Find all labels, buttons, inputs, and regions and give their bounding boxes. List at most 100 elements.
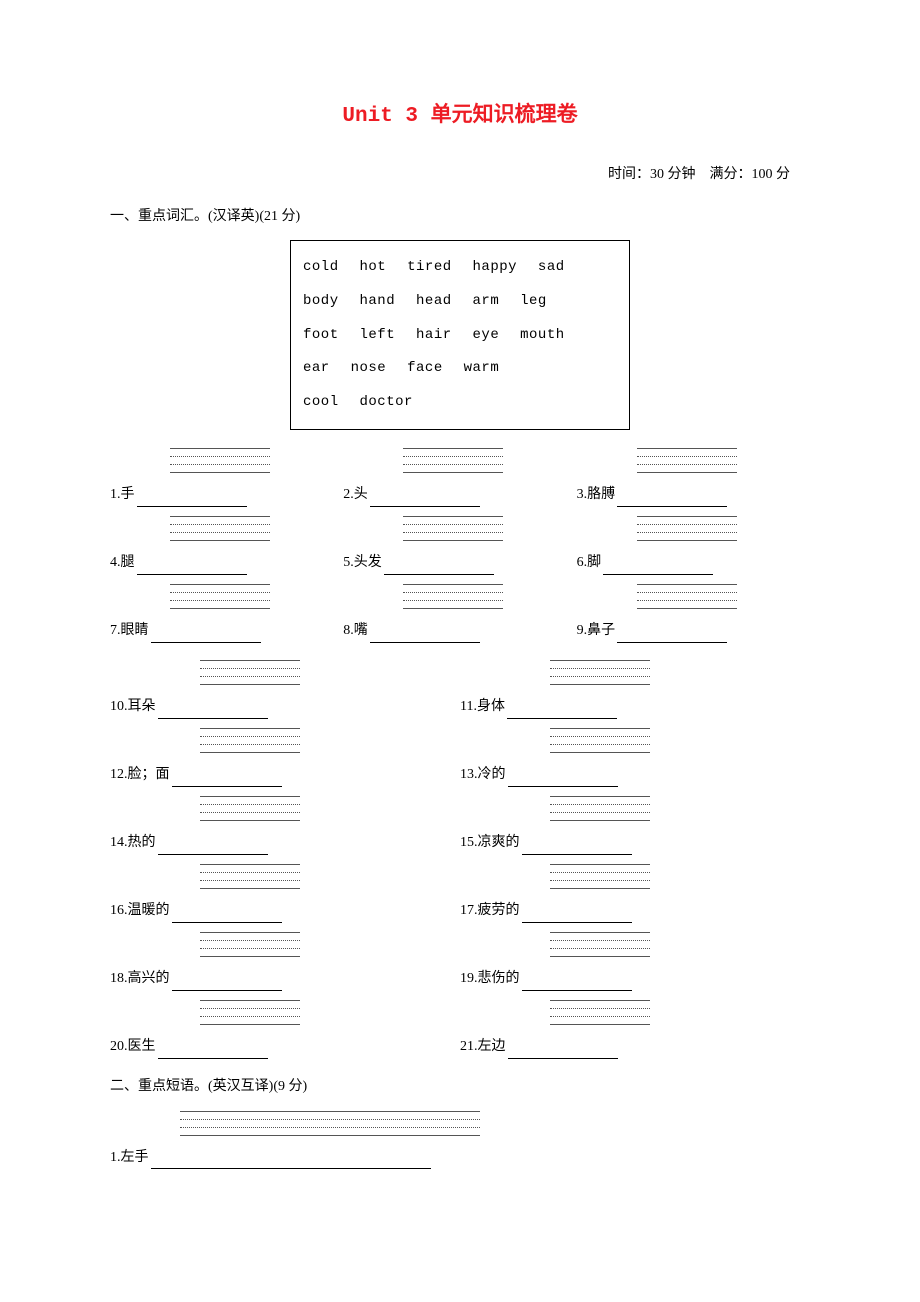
item-label: 医生 bbox=[128, 1036, 156, 1058]
item-label: 左手 bbox=[121, 1147, 149, 1169]
item-number: 11. bbox=[460, 696, 477, 718]
handwriting-guide-lines bbox=[170, 584, 270, 614]
word-bank-line: cold hot tired happy sad bbox=[303, 251, 617, 285]
vocab-item: 20. 医生 bbox=[110, 1000, 460, 1068]
vocab-item: 5. 头发 bbox=[343, 516, 576, 584]
handwriting-guide-lines bbox=[550, 660, 650, 690]
vocab-items-3col: 1. 手2. 头3. 胳膊4. 腿5. 头发6. 脚7. 眼睛8. 嘴9. 鼻子 bbox=[110, 448, 810, 652]
vocab-item: 13. 冷的 bbox=[460, 728, 810, 796]
answer-blank[interactable] bbox=[158, 841, 268, 855]
vocab-item: 17. 疲劳的 bbox=[460, 864, 810, 932]
answer-blank[interactable] bbox=[151, 1155, 431, 1169]
answer-blank[interactable] bbox=[137, 561, 247, 575]
answer-blank[interactable] bbox=[617, 629, 727, 643]
vocab-item: 2. 头 bbox=[343, 448, 576, 516]
item-number: 21. bbox=[460, 1036, 478, 1058]
item-label: 胳膊 bbox=[587, 484, 615, 506]
answer-blank[interactable] bbox=[370, 493, 480, 507]
item-number: 7. bbox=[110, 620, 121, 642]
handwriting-guide-lines bbox=[180, 1111, 480, 1141]
vocab-item: 4. 腿 bbox=[110, 516, 343, 584]
item-label: 鼻子 bbox=[587, 620, 615, 642]
handwriting-guide-lines bbox=[200, 796, 300, 826]
answer-blank[interactable] bbox=[172, 909, 282, 923]
item-number: 4. bbox=[110, 552, 121, 574]
item-number: 20. bbox=[110, 1036, 128, 1058]
item-number: 5. bbox=[343, 552, 354, 574]
item-number: 6. bbox=[577, 552, 588, 574]
vocab-item: 1. 手 bbox=[110, 448, 343, 516]
item-number: 12. bbox=[110, 764, 128, 786]
vocab-item: 3. 胳膊 bbox=[577, 448, 810, 516]
answer-blank[interactable] bbox=[508, 773, 618, 787]
item-label: 高兴的 bbox=[128, 968, 170, 990]
item-label: 头发 bbox=[354, 552, 382, 574]
item-label: 凉爽的 bbox=[478, 832, 520, 854]
word-bank-line: foot left hair eye mouth bbox=[303, 319, 617, 353]
handwriting-guide-lines bbox=[637, 448, 737, 478]
item-number: 1. bbox=[110, 484, 121, 506]
worksheet-title: Unit 3 单元知识梳理卷 bbox=[110, 100, 810, 134]
item-label: 嘴 bbox=[354, 620, 368, 642]
answer-blank[interactable] bbox=[384, 561, 494, 575]
answer-blank[interactable] bbox=[507, 705, 617, 719]
answer-blank[interactable] bbox=[151, 629, 261, 643]
item-label: 手 bbox=[121, 484, 135, 506]
item-label: 温暖的 bbox=[128, 900, 170, 922]
item-label: 脸；面 bbox=[128, 764, 170, 786]
handwriting-guide-lines bbox=[403, 448, 503, 478]
handwriting-guide-lines bbox=[550, 864, 650, 894]
item-label: 耳朵 bbox=[128, 696, 156, 718]
vocab-item: 7. 眼睛 bbox=[110, 584, 343, 652]
phrase-item: 1. 左手 bbox=[110, 1111, 810, 1179]
item-number: 17. bbox=[460, 900, 478, 922]
item-label: 热的 bbox=[128, 832, 156, 854]
handwriting-guide-lines bbox=[200, 1000, 300, 1030]
handwriting-guide-lines bbox=[170, 516, 270, 546]
handwriting-guide-lines bbox=[200, 728, 300, 758]
handwriting-guide-lines bbox=[637, 516, 737, 546]
vocab-item: 9. 鼻子 bbox=[577, 584, 810, 652]
phrase-items: 1. 左手 bbox=[110, 1111, 810, 1179]
worksheet-meta: 时间：30 分钟 满分：100 分 bbox=[110, 164, 810, 186]
vocab-item: 8. 嘴 bbox=[343, 584, 576, 652]
vocab-item: 16. 温暖的 bbox=[110, 864, 460, 932]
item-number: 16. bbox=[110, 900, 128, 922]
answer-blank[interactable] bbox=[137, 493, 247, 507]
item-label: 疲劳的 bbox=[478, 900, 520, 922]
item-label: 身体 bbox=[477, 696, 505, 718]
answer-blank[interactable] bbox=[508, 1045, 618, 1059]
word-bank-box: cold hot tired happy sad body hand head … bbox=[290, 240, 630, 430]
section-2-heading: 二、重点短语。(英汉互译)(9 分) bbox=[110, 1076, 810, 1098]
answer-blank[interactable] bbox=[370, 629, 480, 643]
item-number: 1. bbox=[110, 1147, 121, 1169]
item-number: 14. bbox=[110, 832, 128, 854]
handwriting-guide-lines bbox=[550, 932, 650, 962]
item-number: 8. bbox=[343, 620, 354, 642]
item-label: 冷的 bbox=[478, 764, 506, 786]
handwriting-guide-lines bbox=[170, 448, 270, 478]
answer-blank[interactable] bbox=[522, 977, 632, 991]
answer-blank[interactable] bbox=[172, 977, 282, 991]
answer-blank[interactable] bbox=[158, 1045, 268, 1059]
item-number: 13. bbox=[460, 764, 478, 786]
answer-blank[interactable] bbox=[603, 561, 713, 575]
item-label: 悲伤的 bbox=[478, 968, 520, 990]
answer-blank[interactable] bbox=[617, 493, 727, 507]
answer-blank[interactable] bbox=[158, 705, 268, 719]
answer-blank[interactable] bbox=[172, 773, 282, 787]
vocab-item: 6. 脚 bbox=[577, 516, 810, 584]
item-label: 左边 bbox=[478, 1036, 506, 1058]
handwriting-guide-lines bbox=[550, 1000, 650, 1030]
vocab-item: 12. 脸；面 bbox=[110, 728, 460, 796]
vocab-item: 10. 耳朵 bbox=[110, 660, 460, 728]
item-label: 脚 bbox=[587, 552, 601, 574]
vocab-item: 14. 热的 bbox=[110, 796, 460, 864]
item-number: 3. bbox=[577, 484, 588, 506]
answer-blank[interactable] bbox=[522, 841, 632, 855]
handwriting-guide-lines bbox=[637, 584, 737, 614]
vocab-item: 19. 悲伤的 bbox=[460, 932, 810, 1000]
answer-blank[interactable] bbox=[522, 909, 632, 923]
vocab-item: 15. 凉爽的 bbox=[460, 796, 810, 864]
word-bank-line: body hand head arm leg bbox=[303, 285, 617, 319]
